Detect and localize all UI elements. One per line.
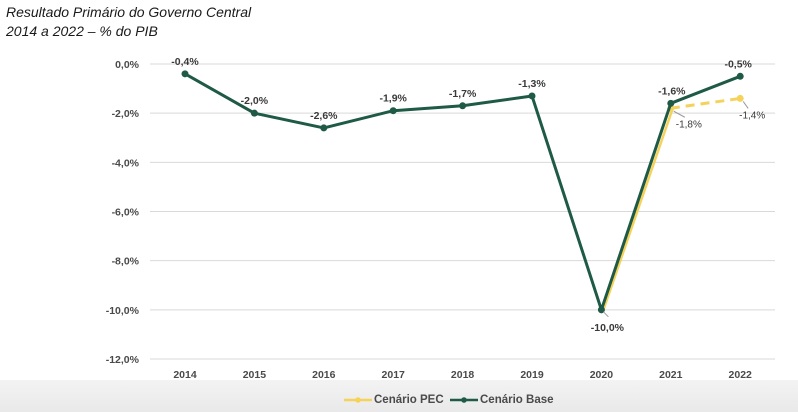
y-tick-label: -8,0% <box>112 256 140 268</box>
pec-data-point <box>736 94 744 102</box>
base-data-label: -10,0% <box>591 322 625 334</box>
x-tick-label: 2015 <box>243 369 267 381</box>
background-band <box>0 380 798 412</box>
x-tick-label: 2022 <box>729 369 753 381</box>
base-data-label: -1,7% <box>449 88 477 100</box>
base-data-point <box>250 109 258 117</box>
base-data-point <box>181 70 189 78</box>
x-tick-label: 2019 <box>520 369 544 381</box>
leader-line <box>742 101 749 109</box>
chart-title: Resultado Primário do Governo Central 20… <box>6 3 251 41</box>
legend-swatch-base <box>450 397 478 403</box>
leader-line <box>603 311 609 318</box>
chart-title-line2: 2014 a 2022 – % do PIB <box>6 23 158 39</box>
legend-item-pec[interactable]: Cenário PEC <box>344 393 444 407</box>
legend-label-pec: Cenário PEC <box>374 394 444 406</box>
legend: Cenário PEC Cenário Base <box>0 393 798 409</box>
legend-label-base: Cenário Base <box>480 394 554 406</box>
base-data-label: -1,6% <box>658 85 686 97</box>
y-tick-label: 0,0% <box>115 59 140 71</box>
gridlines <box>150 63 775 360</box>
pec-series-dashed-line <box>670 96 741 110</box>
y-tick-label: -4,0% <box>112 157 140 169</box>
x-tick-label: 2014 <box>173 369 197 381</box>
x-axis-ticks: 2014 2015 2016 2017 2018 2019 2020 2021 2022 <box>173 369 752 381</box>
legend-swatch-pec <box>344 397 372 403</box>
base-data-point <box>320 124 328 132</box>
base-data-label: -0,4% <box>171 56 199 68</box>
x-tick-label: 2017 <box>382 369 406 381</box>
data-labels: -0,4% -2,0% -2,6% -1,9% -1,7% -1,3% -10,0% -1,6… <box>171 56 765 334</box>
y-axis-ticks: 0,0% -2,0% -4,0% -6,0% -8,0% -10,0% -12,0% <box>106 59 140 366</box>
y-tick-label: -2,0% <box>112 108 140 120</box>
pec-data-label: -1,8% <box>676 119 702 130</box>
pec-series-segment <box>602 107 674 311</box>
x-tick-label: 2018 <box>451 369 475 381</box>
pec-data-label: -1,4% <box>739 110 765 121</box>
base-data-point <box>389 107 397 115</box>
base-data-point <box>597 306 605 314</box>
base-data-label: -2,0% <box>241 95 269 107</box>
base-data-point <box>528 92 536 100</box>
x-tick-label: 2020 <box>590 369 614 381</box>
legend-item-base[interactable]: Cenário Base <box>450 393 554 407</box>
x-tick-label: 2016 <box>312 369 336 381</box>
base-data-label: -1,3% <box>518 78 546 90</box>
base-data-point <box>736 72 744 80</box>
y-tick-label: -10,0% <box>106 305 140 317</box>
base-data-point <box>667 99 675 107</box>
series-group <box>181 70 744 314</box>
y-tick-label: -6,0% <box>112 207 140 219</box>
leader-line <box>673 110 686 118</box>
base-data-label: -0,5% <box>724 58 752 70</box>
y-tick-label: -12,0% <box>106 354 140 366</box>
base-data-label: -2,6% <box>310 110 338 122</box>
x-tick-label: 2021 <box>659 369 683 381</box>
base-data-label: -1,9% <box>379 93 407 105</box>
base-data-point <box>459 102 467 110</box>
chart-title-line1: Resultado Primário do Governo Central <box>6 4 252 20</box>
